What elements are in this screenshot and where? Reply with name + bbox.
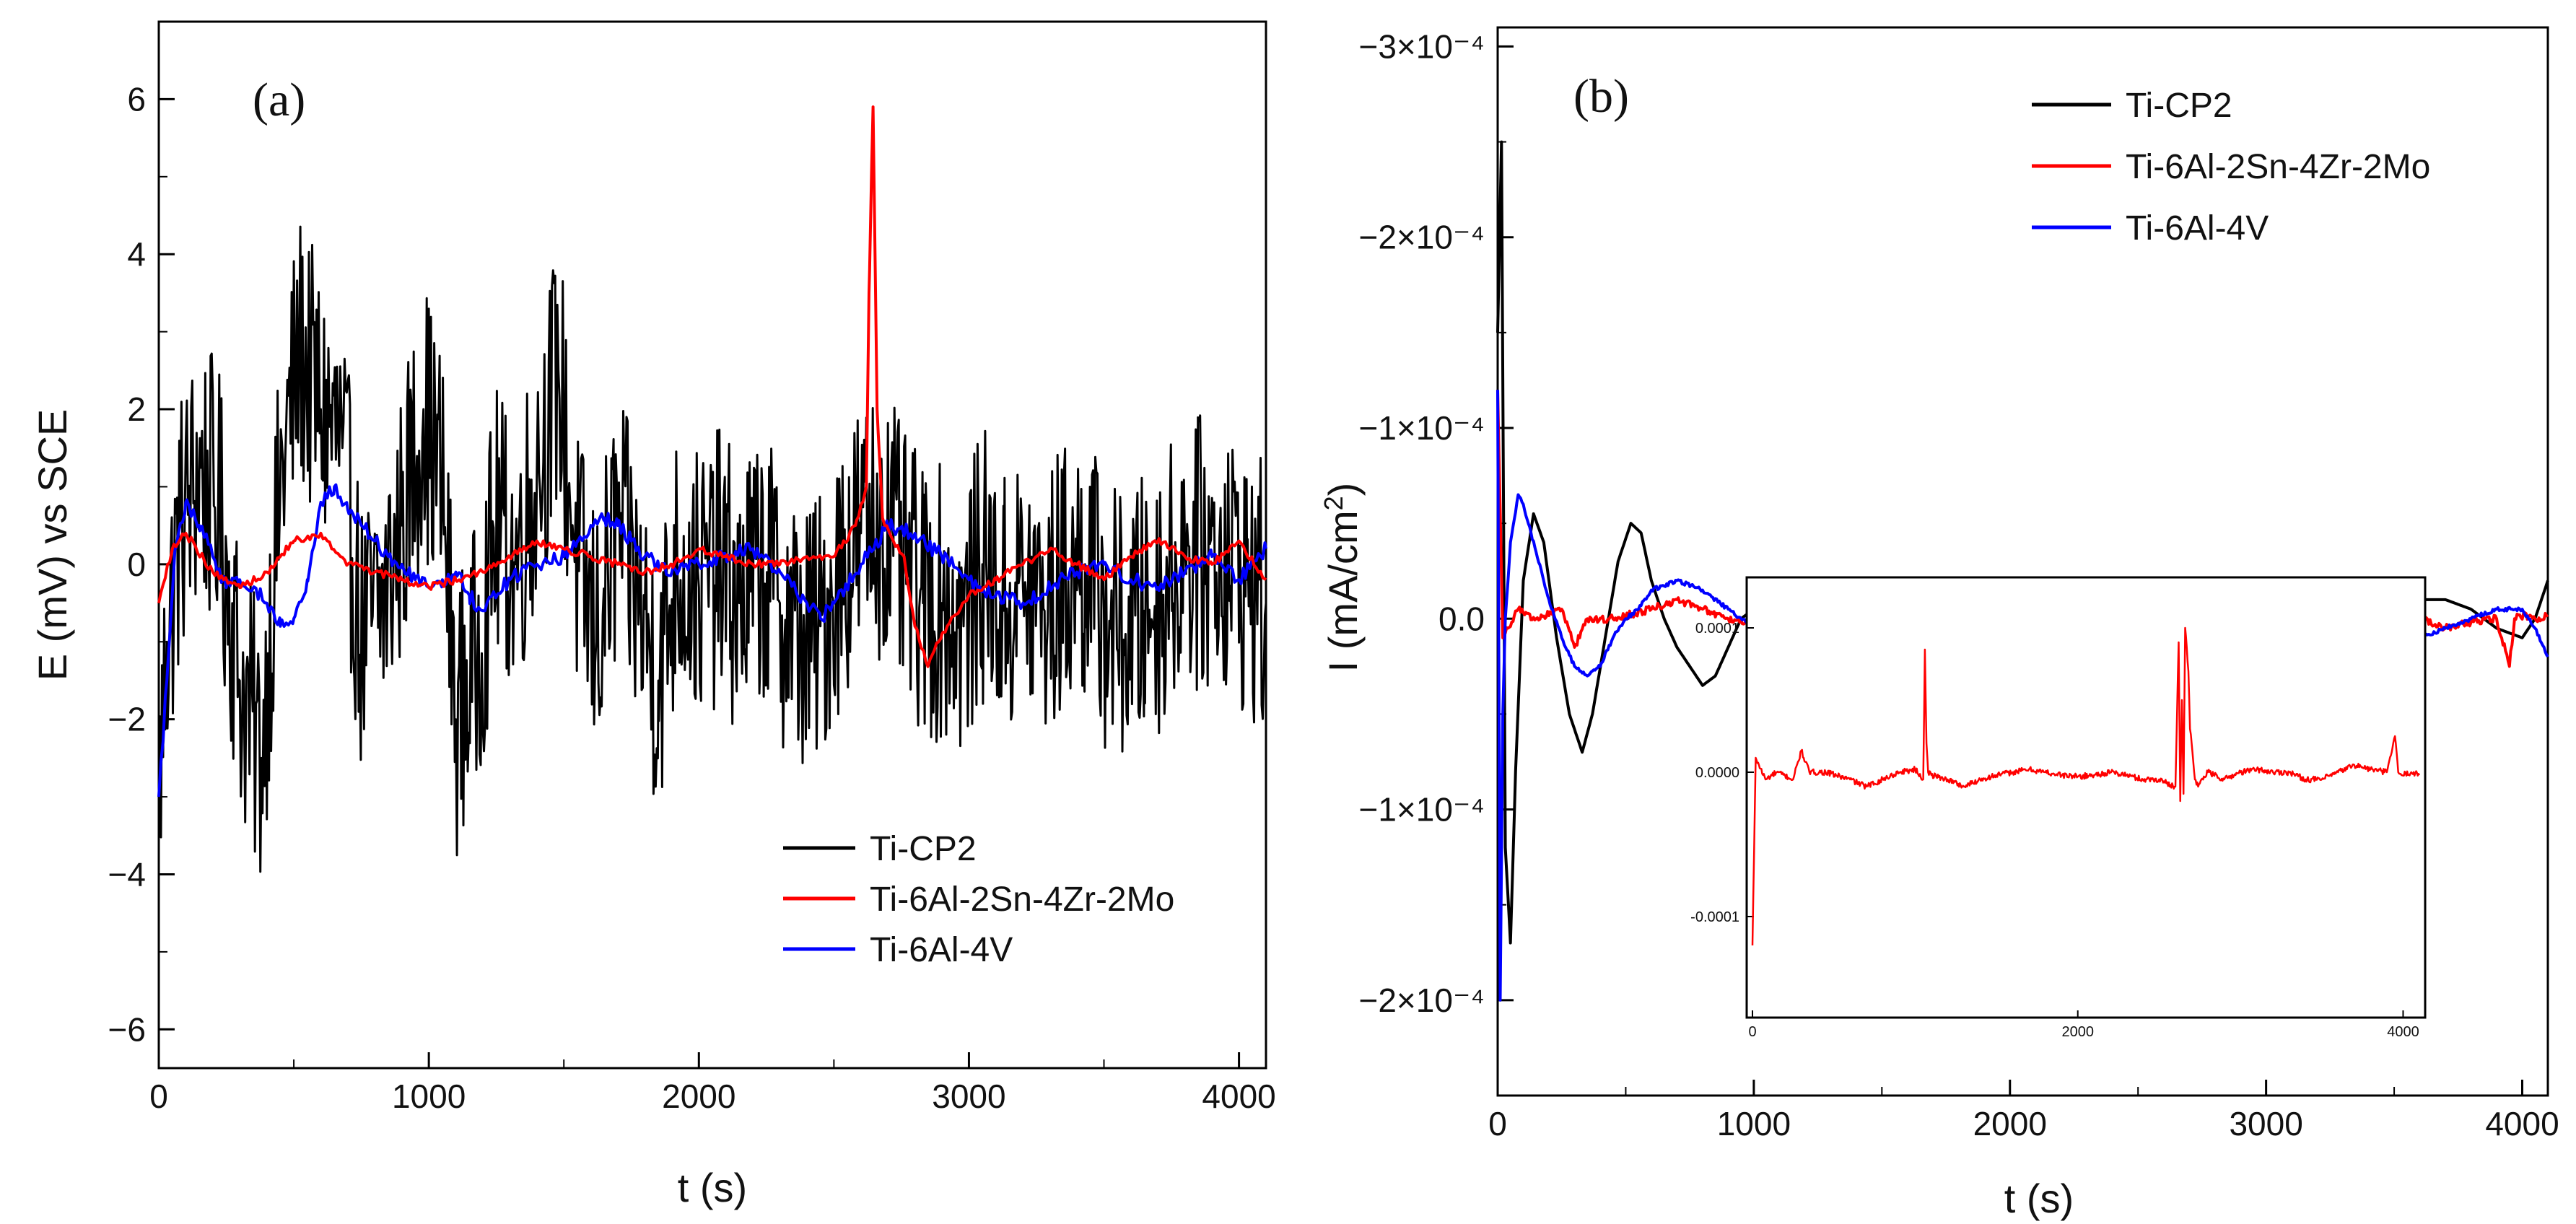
panel-a-x-ticks: 0 1000 2000 3000 4000: [149, 1052, 1276, 1115]
a-y-tick-label: 2: [127, 390, 146, 428]
panel-a-line-ti-cp2: [157, 225, 1267, 873]
b-y-tick-label: −1×10⁻⁴: [1358, 791, 1485, 829]
inset-y-tick-label: 0.0000: [1695, 765, 1739, 781]
panel-a-minor-ticks: [159, 175, 1105, 1068]
b-y-tick-label: 0.0: [1438, 600, 1485, 637]
panel-b-label: (b): [1573, 70, 1629, 123]
a-y-tick-label: 0: [127, 546, 146, 583]
legend-label-ti-cp2: Ti-CP2: [870, 830, 977, 868]
panel-b-y-ticks: −3×10⁻⁴ −2×10⁻⁴ −1×10⁻⁴ 0.0 −1×10⁻⁴ −2×10⁻⁴: [1358, 27, 1514, 1019]
a-x-tick-label: 2000: [662, 1077, 735, 1115]
a-x-tick-label: 1000: [392, 1077, 466, 1115]
b-x-tick-label: 3000: [2229, 1105, 2302, 1142]
a-y-tick-label: −2: [108, 701, 146, 738]
panel-a: 0 1000 2000 3000 4000 −6 −4 −2 0 2 4 6 (a) t (s) E…: [30, 20, 1276, 1210]
panel-a-series: [157, 105, 1267, 873]
b-x-tick-label: 0: [1488, 1105, 1507, 1142]
a-y-tick-label: 4: [127, 235, 146, 273]
legend-label-ti-6al-4v: Ti-6Al-4V: [870, 931, 1013, 969]
inset-line-ti-6al-2sn-4zr-2mo: [1751, 626, 2421, 946]
panel-a-label: (a): [253, 74, 305, 126]
inset-y-tick-label: -0.0001: [1690, 909, 1739, 925]
b-x-tick-label: 4000: [2485, 1105, 2559, 1142]
b-y-tick-label: −2×10⁻⁴: [1358, 982, 1485, 1019]
legend-label-ti-cp2: Ti-CP2: [2126, 87, 2232, 125]
panel-b-y-axis-label-main: I (mA/cm: [1320, 510, 1366, 672]
a-x-tick-label: 4000: [1202, 1077, 1275, 1115]
legend-label-ti-6al-2sn-4zr-2mo: Ti-6Al-2Sn-4Zr-2Mo: [870, 880, 1174, 919]
inset-series: [1751, 626, 2421, 946]
panel-a-x-axis-label: t (s): [678, 1165, 747, 1210]
inset-x-tick-label: 4000: [2387, 1024, 2419, 1040]
inset-frame: [1745, 576, 2427, 1019]
panel-a-line-ti-6al-4v: [157, 483, 1267, 797]
panel-b-y-axis-label-close: ): [1320, 483, 1366, 497]
panel-a-y-axis-label: E (mV) vs SCE: [30, 409, 75, 681]
a-y-tick-label: −4: [108, 855, 146, 893]
panel-b: 0 1000 2000 3000 4000 −3×10⁻⁴ −2×10⁻⁴ −1×10⁻⁴ 0…: [1319, 26, 2559, 1221]
panel-b-inset: 0 2000 4000 -0.0001 0.0000 0.0001: [1690, 576, 2427, 1040]
legend-label-ti-6al-4v: Ti-6Al-4V: [2126, 209, 2269, 248]
legend-label-ti-6al-2sn-4zr-2mo: Ti-6Al-2Sn-4Zr-2Mo: [2126, 148, 2430, 186]
inset-x-tick-label: 0: [1748, 1024, 1756, 1040]
a-x-tick-label: 3000: [932, 1077, 1005, 1115]
inset-x-tick-label: 2000: [2061, 1024, 2094, 1040]
panel-a-legend: Ti-CP2 Ti-6Al-2Sn-4Zr-2Mo Ti-6Al-4V: [783, 830, 1174, 969]
panel-a-line-ti-6al-2sn-4zr-2mo: [157, 105, 1267, 668]
panel-b-y-axis-label: I (mA/cm2): [1319, 483, 1366, 673]
a-x-tick-label: 0: [149, 1077, 168, 1115]
panel-b-x-ticks: 0 1000 2000 3000 4000: [1488, 1080, 2559, 1142]
panel-a-y-ticks: −6 −4 −2 0 2 4 6: [108, 80, 175, 1048]
a-y-tick-label: 6: [127, 80, 146, 118]
panel-b-legend: Ti-CP2 Ti-6Al-2Sn-4Zr-2Mo Ti-6Al-4V: [2032, 87, 2430, 248]
b-x-tick-label: 1000: [1717, 1105, 1791, 1142]
a-y-tick-label: −6: [108, 1010, 146, 1048]
panel-b-y-axis-label-exponent: 2: [1319, 496, 1348, 510]
b-y-tick-label: −3×10⁻⁴: [1358, 27, 1485, 65]
b-x-tick-label: 2000: [1973, 1105, 2047, 1142]
inset-ticks: 0 2000 4000 -0.0001 0.0000 0.0001: [1690, 621, 2419, 1040]
inset-y-tick-label: 0.0001: [1695, 621, 1739, 637]
b-y-tick-label: −2×10⁻⁴: [1358, 219, 1485, 256]
panel-b-x-axis-label: t (s): [2004, 1176, 2074, 1221]
b-y-tick-label: −1×10⁻⁴: [1358, 409, 1485, 447]
